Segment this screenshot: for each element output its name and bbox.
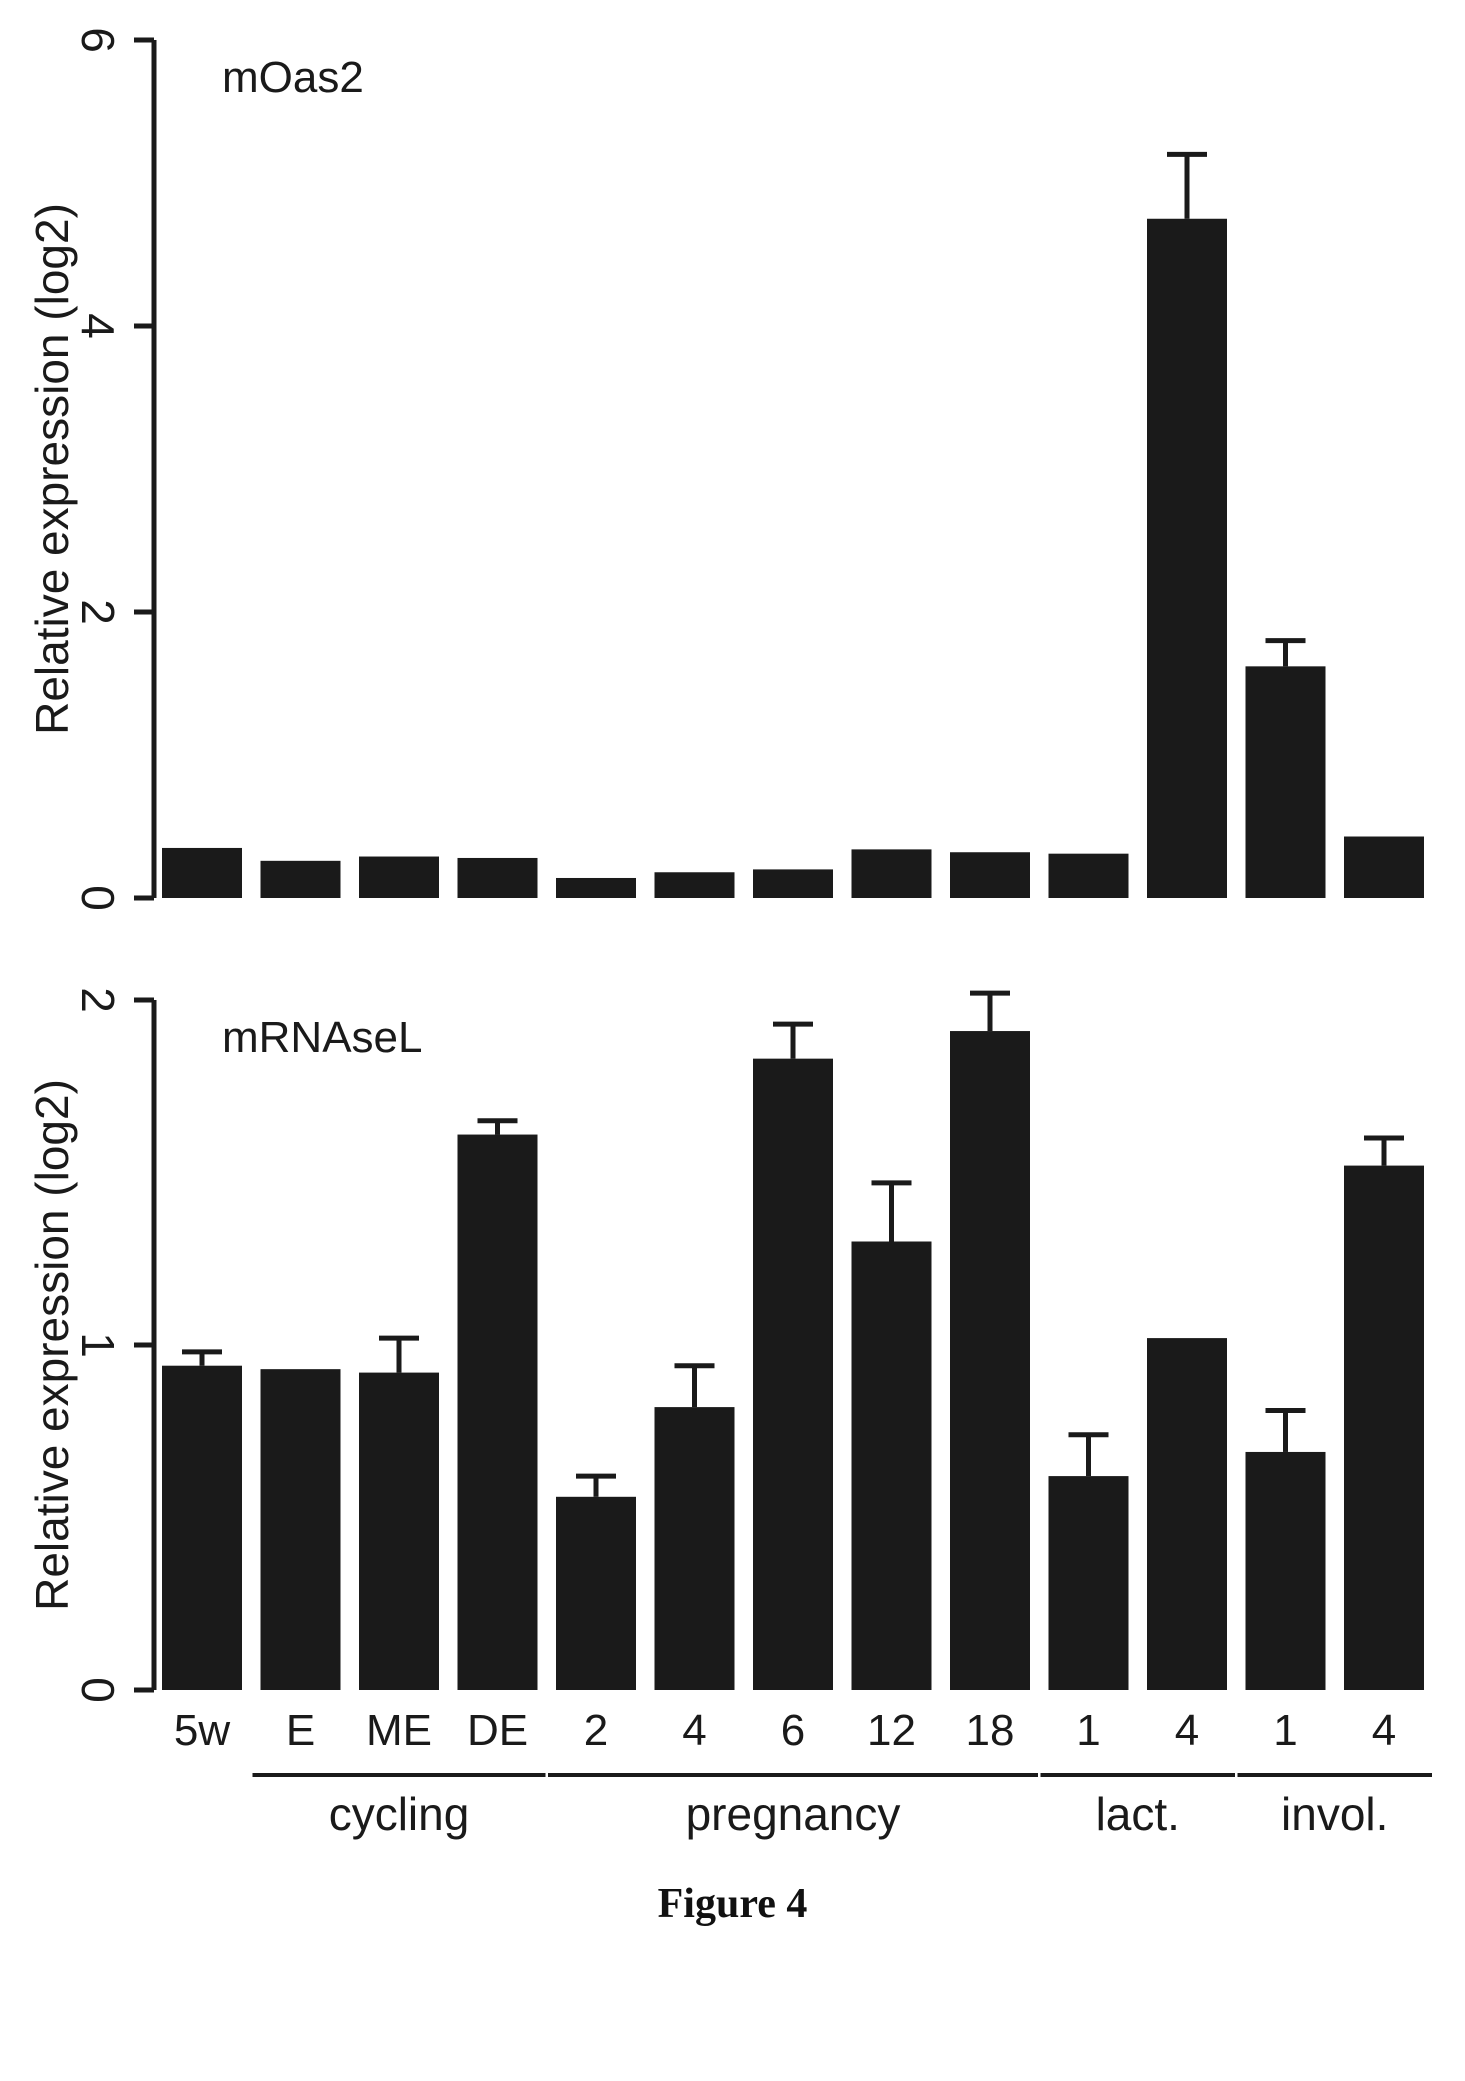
x-tick-label: 12: [867, 1706, 916, 1755]
x-tick-label: 18: [966, 1706, 1015, 1755]
y-tick-label: 4: [72, 313, 124, 339]
bar: [654, 1407, 735, 1690]
bar: [1048, 1476, 1129, 1690]
x-tick-label: 4: [1175, 1706, 1199, 1755]
bar: [359, 856, 439, 898]
bar: [457, 1134, 538, 1690]
x-tick-label: 4: [682, 1706, 706, 1755]
panel-title: mOas2: [222, 53, 364, 102]
bar: [753, 869, 833, 898]
group-label: lact.: [1096, 1788, 1180, 1840]
y-tick-label: 1: [72, 1332, 124, 1358]
bar: [851, 1241, 932, 1690]
y-tick-label: 2: [72, 599, 124, 625]
x-tick-label: DE: [467, 1706, 528, 1755]
y-tick-label: 0: [72, 1677, 124, 1703]
bar: [359, 1372, 439, 1690]
bar: [1147, 218, 1227, 898]
bar: [260, 860, 341, 898]
bar: [1048, 853, 1129, 898]
x-tick-label: 4: [1372, 1706, 1396, 1755]
bar: [950, 852, 1030, 898]
bar: [1245, 1451, 1326, 1690]
y-axis-title: Relative expression (log2): [26, 1079, 78, 1611]
bar: [162, 847, 242, 898]
y-tick-label: 0: [72, 885, 124, 911]
bar: [457, 857, 538, 898]
bar: [556, 877, 636, 898]
group-label: invol.: [1281, 1788, 1388, 1840]
bar: [1245, 666, 1326, 898]
bar: [851, 849, 932, 898]
bar: [654, 872, 735, 898]
y-tick-label: 6: [72, 27, 124, 53]
bar: [556, 1496, 636, 1690]
bar: [1344, 1165, 1424, 1690]
x-tick-label: 1: [1076, 1706, 1100, 1755]
figure-caption: Figure 4: [657, 1881, 808, 1927]
bar: [950, 1031, 1030, 1690]
bar: [260, 1369, 341, 1690]
group-label: pregnancy: [686, 1788, 901, 1840]
bar: [162, 1365, 242, 1690]
y-axis-title: Relative expression (log2): [26, 203, 78, 735]
x-tick-label: E: [286, 1706, 315, 1755]
bar: [1147, 1338, 1227, 1690]
panel-title: mRNAseL: [222, 1013, 423, 1062]
x-tick-label: ME: [366, 1706, 432, 1755]
bar: [1344, 836, 1424, 898]
bar: [753, 1058, 833, 1690]
x-tick-label: 2: [584, 1706, 608, 1755]
group-label: cycling: [329, 1788, 470, 1840]
y-tick-label: 2: [72, 987, 124, 1013]
x-tick-label: 6: [781, 1706, 805, 1755]
x-tick-label: 1: [1273, 1706, 1297, 1755]
x-tick-label: 5w: [174, 1706, 230, 1755]
panel-moas2-chart: 0 2 4 6 Relative expression (log2) mOas2: [26, 27, 1424, 911]
